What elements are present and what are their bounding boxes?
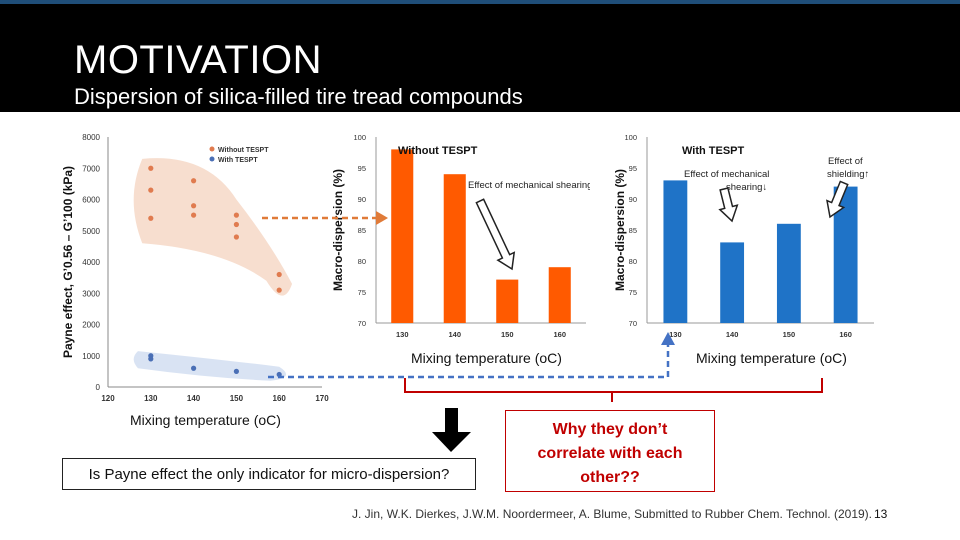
scatter-xtick-label: 160 [273, 394, 287, 403]
why-line-1: Why they don’t [552, 421, 668, 438]
bar-ytick-label: 85 [629, 226, 637, 235]
scatter-point [148, 187, 154, 193]
bar-ytick-label: 70 [358, 319, 366, 328]
scatter-point [276, 371, 282, 378]
why-box: Why they don’t correlate with each other… [505, 410, 715, 492]
bar-xtick-label: 150 [501, 330, 514, 339]
bar-ytick-label: 70 [629, 319, 637, 328]
without-tespt-region [133, 158, 293, 296]
scatter-ytick-label: 0 [96, 383, 101, 392]
red-bracket [404, 378, 823, 393]
scatter-point [148, 356, 154, 362]
bar-160 [833, 186, 858, 323]
scatter-point [191, 365, 197, 371]
bar-ytick-label: 75 [358, 288, 366, 297]
scatter-xtick-label: 130 [144, 394, 158, 403]
bar-xtick-label: 130 [669, 330, 682, 339]
scatter-xlabel: Mixing temperature (oC) [130, 412, 281, 428]
header-top-edge [0, 0, 960, 4]
scatter-ytick-label: 2000 [82, 321, 100, 330]
legend-label: Without TESPT [218, 147, 269, 154]
bar-xtick-label: 140 [726, 330, 739, 339]
bar-130 [391, 149, 414, 323]
scatter-point [191, 212, 197, 218]
scatter-ytick-label: 5000 [82, 227, 100, 236]
page-number: 13 [874, 507, 888, 521]
bar-xtick-label: 150 [783, 330, 796, 339]
scatter-point [148, 165, 154, 171]
bar1-xlabel: Mixing temperature (oC) [411, 350, 562, 366]
legend-marker [209, 146, 215, 152]
bar-xtick-label: 160 [553, 330, 566, 339]
bar-130 [663, 180, 688, 323]
shielding-arrow [826, 180, 849, 219]
scatter-point [148, 215, 154, 221]
bar-ytick-label: 95 [629, 164, 637, 173]
bar-ylabel: Macro-dispersion (%) [331, 169, 345, 291]
payne-effect-scatter-chart: 0 1000 2000 3000 4000 5000 6000 7000 8000 120 130 1… [61, 133, 329, 403]
scatter-point [233, 234, 239, 240]
scatter-ylabel: Payne effect, G’0.56 – G’100 (kPa) [61, 166, 75, 358]
why-line-3: other?? [580, 469, 640, 486]
scatter-xtick-label: 150 [230, 394, 244, 403]
bar-150 [776, 223, 801, 323]
scatter-ytick-label: 6000 [82, 196, 100, 205]
bar-140 [720, 242, 745, 323]
bar-xtick-label: 140 [448, 330, 461, 339]
bar-xtick-label: 160 [839, 330, 852, 339]
macro-dispersion-without-tespt-chart: 70 75 80 85 90 95 100 130 140 150 160 Macro-dispers… [331, 133, 590, 339]
shearing-annotation: Effect of mechanical shearing↓ [468, 180, 590, 191]
macro-dispersion-with-tespt-chart: 70 75 80 85 90 95 100 130 140 150 160 Macro-dispers… [613, 133, 874, 339]
scatter-ytick-label: 3000 [82, 289, 100, 298]
bar2-xlabel: Mixing temperature (oC) [696, 350, 847, 366]
shearing-annotation: Effect of mechanical [684, 169, 769, 180]
bar-title: With TESPT [682, 145, 745, 157]
shielding-annotation: Effect of [828, 156, 863, 167]
reference-citation: J. Jin, W.K. Dierkes, J.W.M. Noordermeer… [352, 507, 872, 521]
bar-140 [443, 174, 466, 323]
scatter-ytick-label: 7000 [82, 164, 100, 173]
bar-ytick-label: 75 [629, 288, 637, 297]
bar-ytick-label: 90 [629, 195, 637, 204]
slide-subtitle: Dispersion of silica-filled tire tread c… [74, 84, 523, 109]
bar-ytick-label: 100 [353, 133, 366, 142]
scatter-xtick-label: 120 [101, 394, 115, 403]
down-arrow-head [432, 432, 471, 452]
bar-ytick-label: 85 [358, 226, 366, 235]
shearing-arrow [475, 198, 516, 271]
bar-ytick-label: 95 [358, 164, 366, 173]
scatter-point [233, 221, 239, 228]
shearing-arrow [718, 187, 739, 223]
slide-title: MOTIVATION [74, 38, 322, 82]
scatter-point [276, 271, 282, 278]
shearing-annotation-line2: shearing↓ [726, 182, 767, 193]
bar-title: Without TESPT [398, 145, 478, 157]
scatter-point [191, 178, 197, 184]
bar-ylabel: Macro-dispersion (%) [613, 169, 627, 291]
header-bar: MOTIVATION Dispersion of silica-filled t… [0, 0, 960, 112]
bar-160 [548, 267, 571, 323]
scatter-ytick-label: 4000 [82, 258, 100, 267]
scatter-xtick-label: 140 [187, 394, 201, 403]
bar-xtick-label: 130 [396, 330, 409, 339]
why-line-2: correlate with each [537, 445, 683, 462]
shielding-annotation-line2: shielding↑ [827, 169, 869, 180]
bar-ytick-label: 80 [629, 257, 637, 266]
question-box: Is Payne effect the only indicator for m… [62, 458, 476, 490]
bar-150 [496, 279, 519, 323]
legend-label: With TESPT [218, 157, 258, 164]
bar-ytick-label: 90 [358, 195, 366, 204]
down-arrow-shaft [445, 408, 458, 433]
bar-ytick-label: 80 [358, 257, 366, 266]
scatter-point [233, 212, 239, 218]
legend-marker [209, 156, 215, 162]
scatter-ytick-label: 8000 [82, 133, 100, 142]
with-tespt-region [133, 351, 287, 381]
scatter-point [276, 287, 282, 293]
scatter-ytick-label: 1000 [82, 352, 100, 361]
scatter-point [233, 368, 239, 374]
bar-ytick-label: 100 [624, 133, 637, 142]
scatter-point [191, 203, 197, 209]
scatter-xtick-label: 170 [315, 394, 329, 403]
